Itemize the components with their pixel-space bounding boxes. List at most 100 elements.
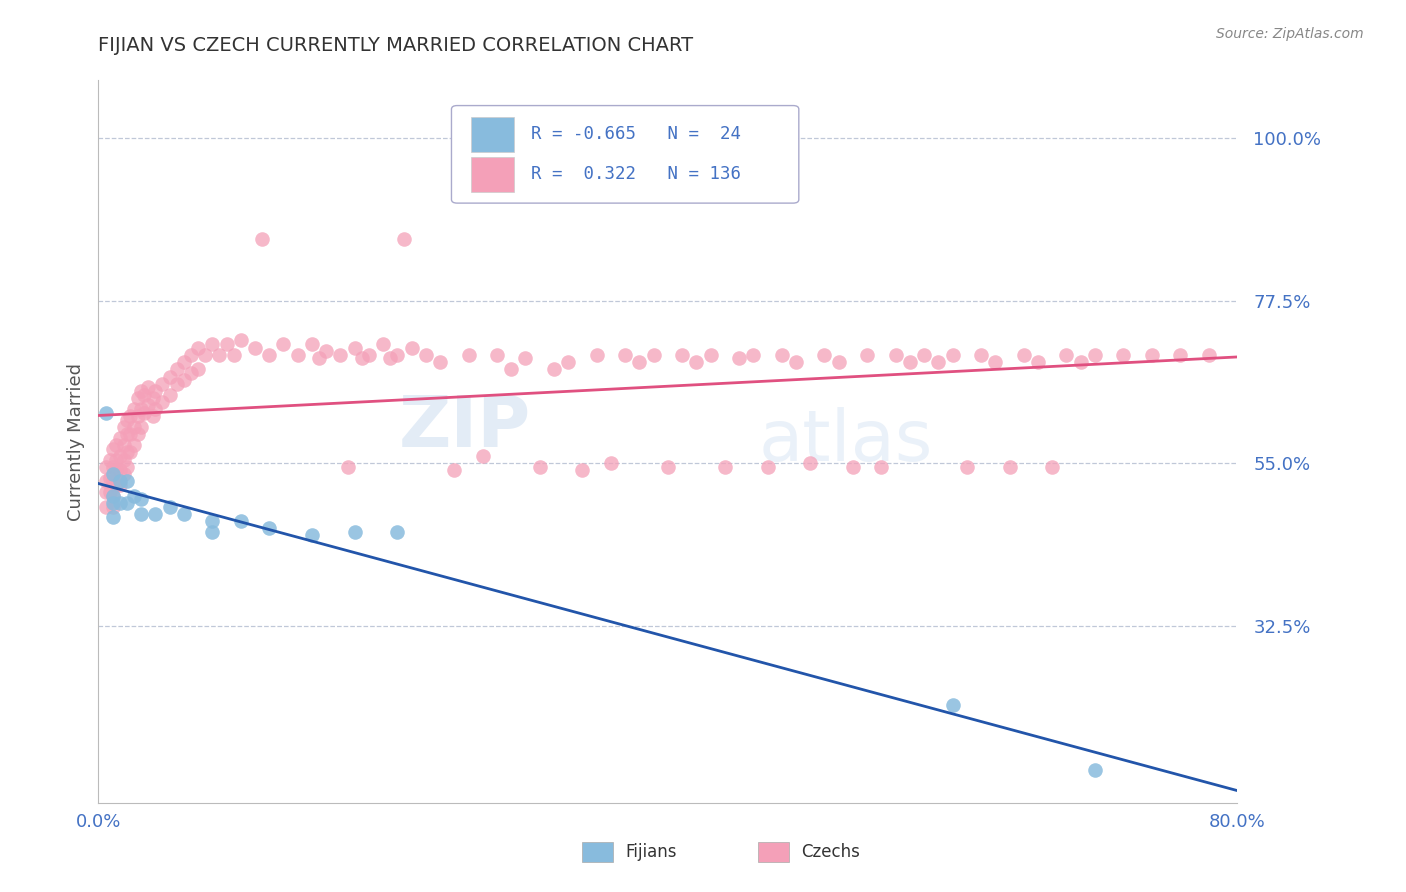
Point (1070, 355, 1092, 369)
Point (104, 478, 127, 492)
Point (429, 355, 451, 369)
Point (942, 698, 965, 713)
Point (343, 524, 366, 539)
Point (122, 438, 145, 452)
Point (912, 348, 935, 362)
Point (145, 507, 167, 521)
Point (122, 402, 145, 417)
Text: ZIP: ZIP (399, 392, 531, 461)
Point (229, 514, 252, 528)
Y-axis label: Currently Married: Currently Married (66, 362, 84, 521)
Point (115, 459, 138, 474)
Point (927, 355, 949, 369)
Point (201, 514, 224, 528)
Point (127, 427, 149, 442)
Text: R = -0.665   N =  24: R = -0.665 N = 24 (531, 126, 741, 144)
Point (101, 467, 124, 481)
Point (112, 438, 135, 452)
Point (108, 449, 131, 463)
Point (132, 387, 155, 401)
Point (173, 507, 195, 521)
Point (152, 394, 174, 409)
Point (343, 341, 366, 355)
Point (98, 470, 121, 484)
Point (136, 398, 159, 412)
Point (101, 459, 124, 474)
Point (94, 485, 117, 500)
Point (273, 337, 295, 351)
Point (714, 459, 737, 474)
Point (301, 528, 323, 542)
Point (180, 366, 202, 380)
Point (115, 475, 138, 489)
Point (884, 348, 907, 362)
Point (180, 348, 202, 362)
Point (108, 475, 131, 489)
Point (115, 496, 138, 510)
Point (118, 427, 141, 442)
Point (1140, 348, 1163, 362)
Point (127, 409, 149, 424)
Point (828, 355, 851, 369)
Point (387, 348, 409, 362)
Point (387, 524, 409, 539)
Point (94, 406, 117, 420)
Point (657, 459, 679, 474)
Point (287, 348, 309, 362)
Point (108, 463, 131, 477)
Point (970, 348, 993, 362)
Point (942, 348, 965, 362)
Point (1056, 348, 1078, 362)
Point (315, 344, 337, 359)
Point (308, 351, 330, 366)
Point (457, 348, 479, 362)
Point (1012, 348, 1035, 362)
Point (141, 391, 163, 405)
FancyBboxPatch shape (451, 105, 799, 203)
Point (166, 376, 188, 391)
Point (104, 452, 127, 467)
Point (643, 348, 665, 362)
Point (159, 500, 181, 514)
Point (118, 445, 141, 459)
Point (756, 459, 779, 474)
Text: Source: ZipAtlas.com: Source: ZipAtlas.com (1216, 27, 1364, 41)
Point (122, 489, 145, 503)
Point (145, 384, 167, 398)
Point (129, 384, 152, 398)
Point (159, 387, 181, 401)
Point (152, 376, 174, 391)
Point (856, 348, 879, 362)
Point (699, 348, 721, 362)
Point (628, 355, 651, 369)
Point (614, 348, 637, 362)
Point (94, 459, 117, 474)
Point (501, 362, 523, 376)
Point (122, 420, 145, 434)
Point (108, 496, 131, 510)
Point (585, 348, 607, 362)
Point (229, 334, 252, 348)
Point (259, 521, 281, 535)
Point (401, 341, 423, 355)
Point (112, 467, 135, 481)
FancyBboxPatch shape (471, 157, 515, 192)
Point (98, 452, 121, 467)
Point (515, 351, 537, 366)
Point (129, 420, 152, 434)
Point (799, 456, 821, 470)
Point (94, 475, 117, 489)
Point (108, 431, 131, 445)
Point (600, 456, 623, 470)
Point (94, 500, 117, 514)
Point (108, 478, 131, 492)
Point (486, 348, 509, 362)
Point (357, 348, 380, 362)
Point (173, 373, 195, 387)
Point (222, 348, 245, 362)
Point (1040, 459, 1063, 474)
Point (956, 459, 979, 474)
Point (250, 232, 273, 246)
Point (301, 337, 323, 351)
Point (336, 459, 359, 474)
